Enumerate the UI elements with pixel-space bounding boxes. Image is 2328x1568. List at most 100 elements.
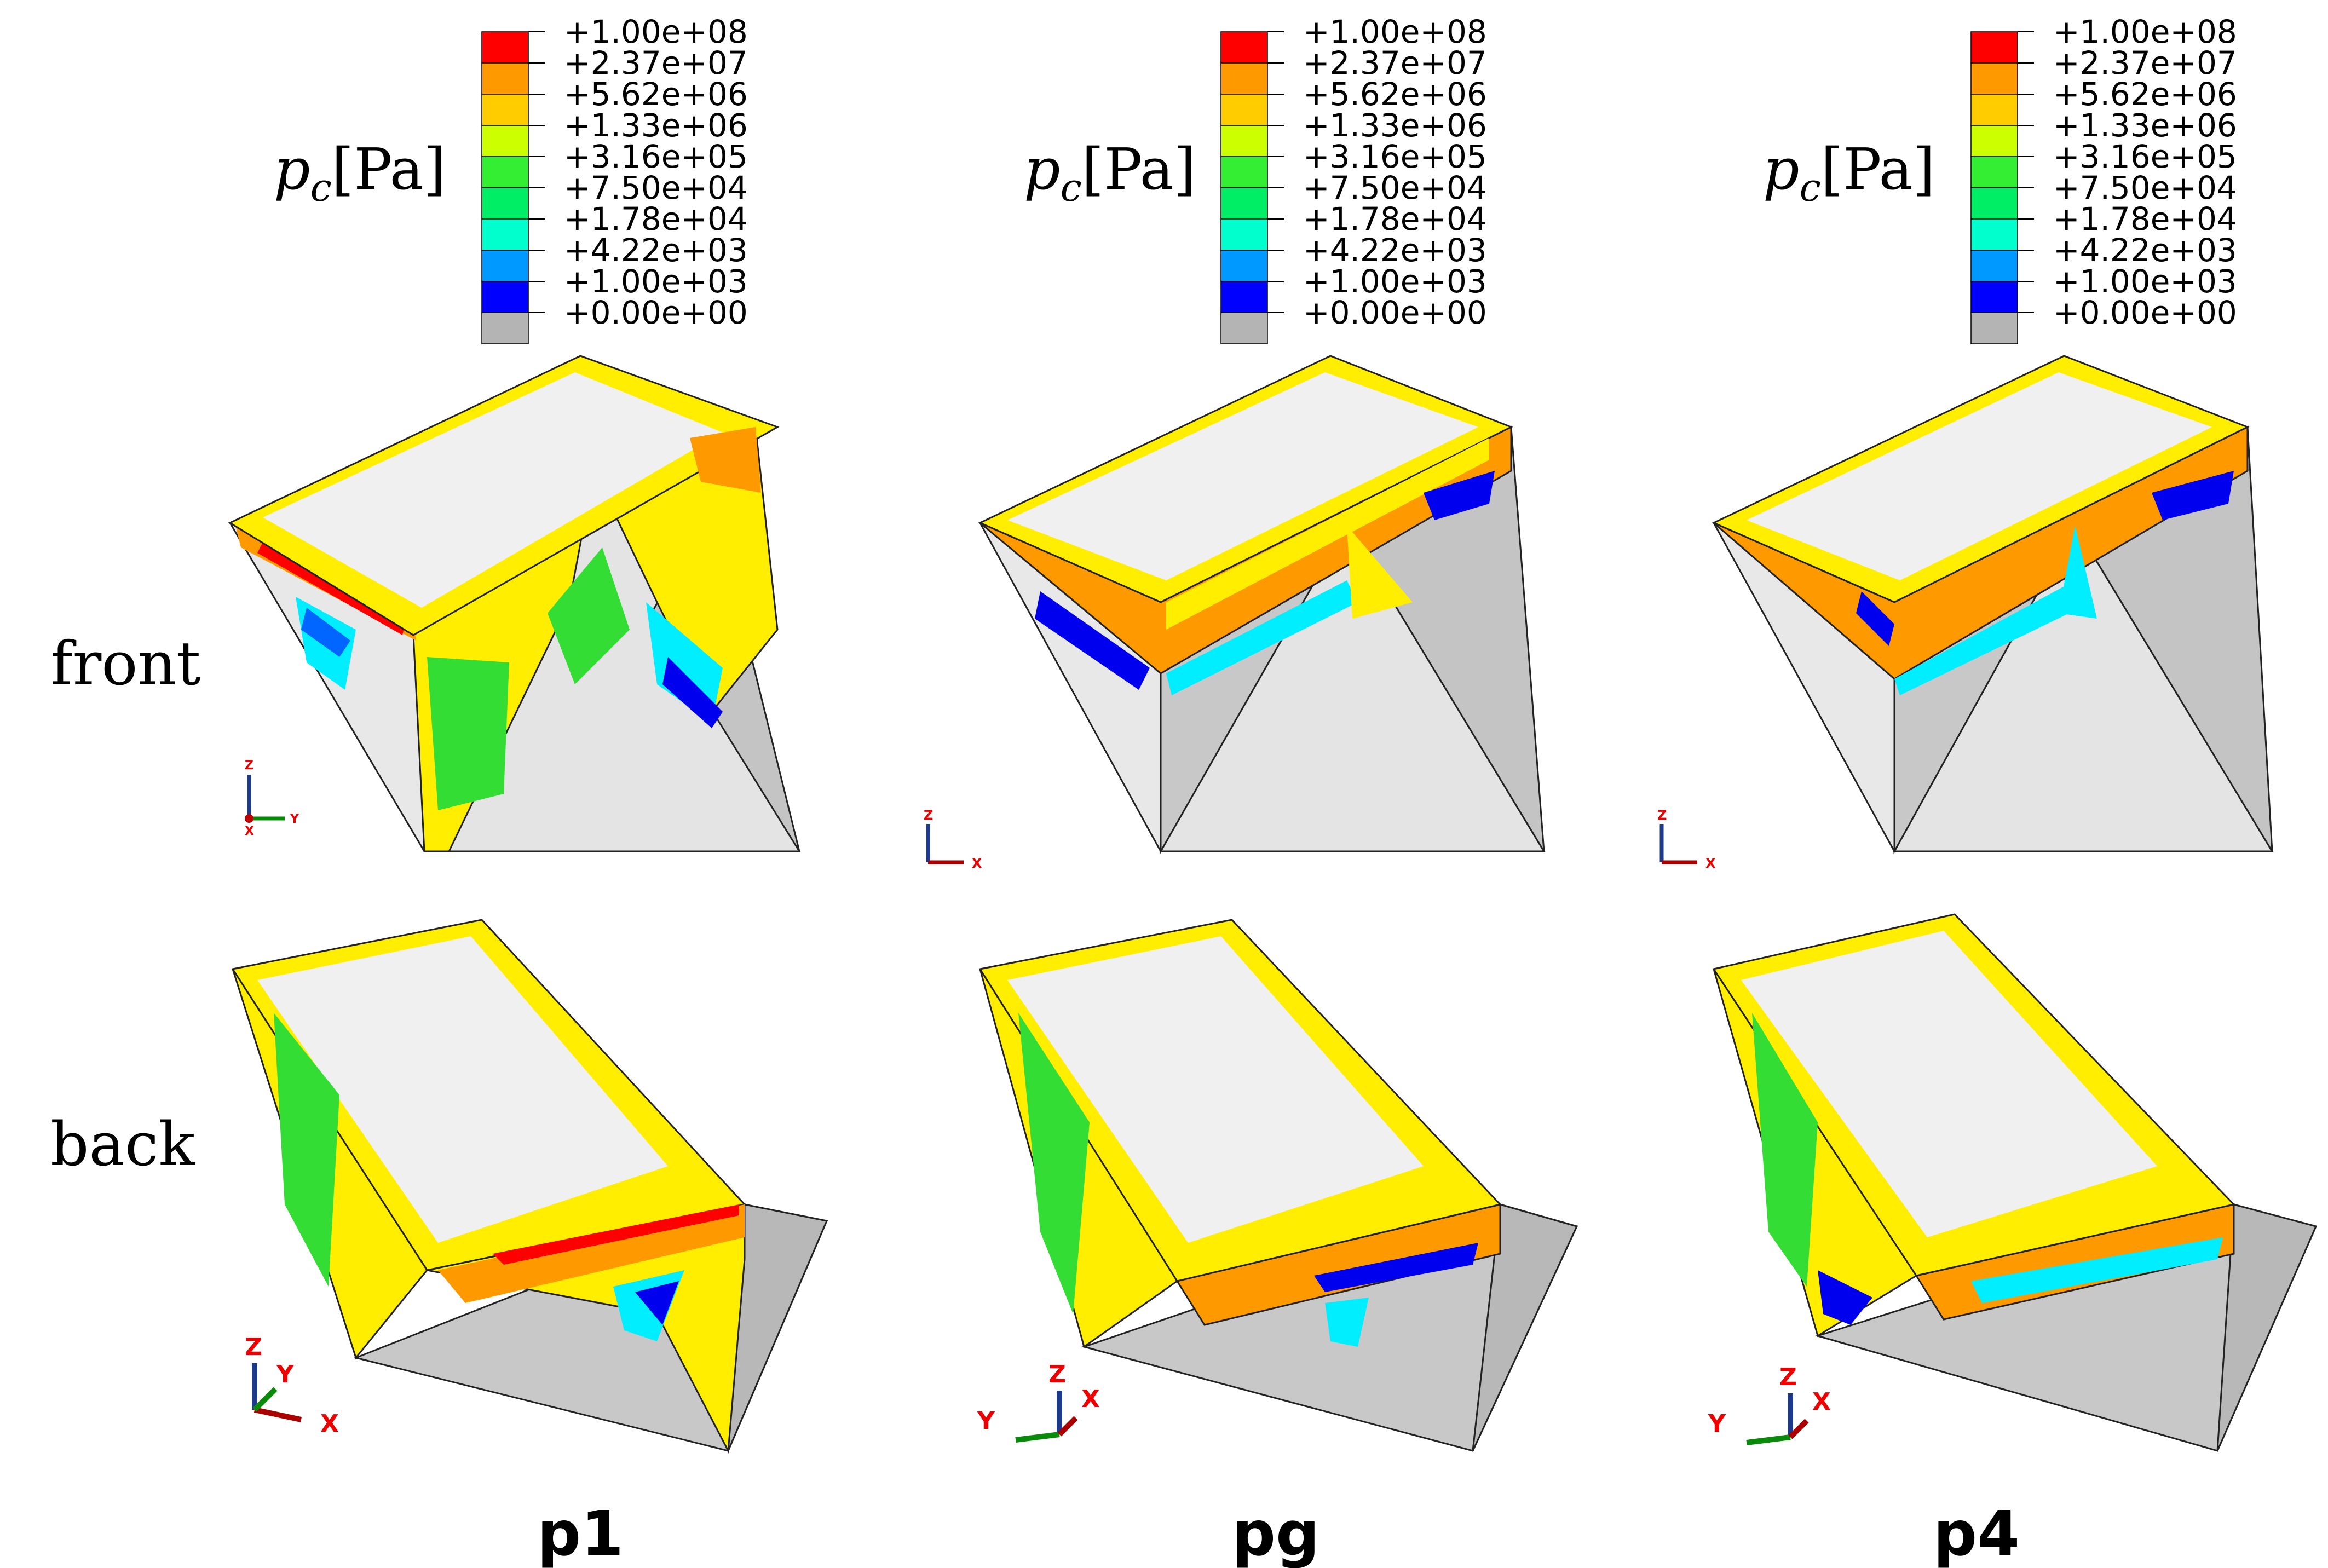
legend-tick-label: +5.62e+06: [2053, 76, 2237, 113]
legend-title: pc[Pa]: [1024, 136, 1196, 210]
legend-swatch: [481, 94, 529, 126]
legend-swatch: [1970, 187, 2018, 220]
legend-swatch: [1220, 187, 1268, 220]
mesh-front-p1: [228, 355, 801, 852]
blue-right: [1424, 471, 1495, 520]
cyan-band: [1971, 1237, 2223, 1303]
legend-tick-label: +0.00e+00: [1303, 294, 1487, 331]
mesh-back-p1: [231, 919, 828, 1454]
band-red: [257, 542, 405, 635]
row-label-back: back: [50, 1109, 196, 1179]
triad-label-y: Y: [290, 812, 299, 826]
top-grey: [257, 936, 668, 1243]
legend-swatch: [1220, 31, 1268, 64]
triad-label-z: Z: [245, 759, 253, 773]
cyan-band: [1894, 580, 2081, 695]
legend-tick-label: +0.00e+00: [2053, 294, 2237, 331]
legend-tick-label: +7.50e+04: [2053, 169, 2237, 206]
triad-label-x: X: [245, 825, 254, 838]
legend-swatch: [1970, 94, 2018, 126]
green-patch-2: [548, 547, 630, 684]
legend-swatch: [481, 62, 529, 95]
legend-tick-label: +1.78e+04: [1303, 200, 1487, 238]
face-right-grey: [1472, 1203, 1578, 1451]
triad-label-z: Z: [1048, 1361, 1066, 1388]
legend-swatch: [1970, 312, 2018, 344]
front-band: [979, 425, 1512, 675]
legend-swatch: [1970, 31, 2018, 64]
column-label-pg: pg: [1232, 1498, 1319, 1568]
legend-title: pc[Pa]: [274, 136, 446, 210]
blue-patch: [635, 1281, 679, 1325]
legend-tick-label: +1.78e+04: [564, 200, 748, 238]
triad-label-x: X: [1081, 1385, 1100, 1413]
triad-label-y: Y: [1708, 1410, 1726, 1438]
legend-tick-label: +1.33e+06: [1303, 107, 1487, 144]
triad-label-x: X: [1812, 1388, 1831, 1416]
legend-tick-label: +4.22e+03: [1303, 232, 1487, 269]
cyan-band: [1166, 580, 1358, 695]
legend-swatch: [1970, 62, 2018, 95]
legend-swatch: [1220, 281, 1268, 313]
legend-tick-label: +3.16e+05: [564, 138, 748, 175]
red-band: [493, 1204, 739, 1265]
triad-back-pg: Z X Y: [977, 1361, 1100, 1443]
legend-tick-label: +4.22e+03: [564, 232, 748, 269]
cyan-tri: [2059, 526, 2097, 619]
triad-back-p1: Z Y X: [245, 1333, 339, 1438]
yellow-band: [1166, 438, 1489, 630]
legend-swatch: [481, 218, 529, 251]
triad-label-x: X: [1705, 856, 1716, 871]
legend-swatch: [481, 31, 529, 64]
green-stripe: [1752, 1013, 1818, 1287]
legend-pg: pc[Pa] +1.00e+08+2.37e+07+5.62e+06+1.33e…: [1024, 13, 1487, 344]
face-right-grey: [2216, 1203, 2318, 1451]
green-stripe: [1018, 1013, 1090, 1314]
legend-swatch: [1220, 94, 1268, 126]
column-label-p1: p1: [537, 1498, 624, 1568]
blue-band: [1856, 591, 1894, 646]
legend-swatch: [1220, 312, 1268, 344]
triad-front-pg: Z X: [924, 808, 982, 871]
triad-label-x: X: [972, 856, 982, 871]
legend-swatch: [1220, 218, 1268, 251]
legend-tick-label: +3.16e+05: [1303, 138, 1487, 175]
yellow-tri: [1347, 526, 1413, 619]
legend-swatch: [1970, 125, 2018, 157]
legend-swatch: [481, 125, 529, 157]
legend-swatch: [1220, 156, 1268, 188]
triad-label-y: Y: [977, 1407, 995, 1435]
legend-tick-label: +3.16e+05: [2053, 138, 2237, 175]
legend-tick-label: +1.00e+08: [1303, 13, 1487, 50]
top-grey: [1741, 931, 2157, 1237]
triad-label-y: Y: [276, 1361, 295, 1388]
row-label-front: front: [50, 629, 201, 699]
legend-swatch: [481, 187, 529, 220]
triad-label-x: X: [320, 1410, 339, 1438]
legend-swatch: [1970, 250, 2018, 282]
legend-tick-label: +2.37e+07: [1303, 44, 1487, 82]
legend-swatch: [481, 156, 529, 188]
legend-tick-label: +1.00e+03: [1303, 263, 1487, 300]
top-grey: [1007, 372, 1478, 580]
legend-tick-label: +1.00e+03: [564, 263, 748, 300]
legend-swatch: [481, 281, 529, 313]
legend-swatch: [481, 250, 529, 282]
legend-swatch: [481, 312, 529, 344]
legend-tick-label: +1.00e+08: [2053, 13, 2237, 50]
cyan-patch: [1325, 1298, 1369, 1347]
blue-patch-1: [662, 657, 723, 728]
blue-right: [2152, 471, 2234, 520]
triad-label-z: Z: [245, 1333, 262, 1361]
legend-swatch: [1970, 218, 2018, 251]
legend-swatch: [1970, 281, 2018, 313]
legend-tick-label: +5.62e+06: [564, 76, 748, 113]
blue-band: [1035, 591, 1150, 690]
triad-label-z: Z: [1779, 1363, 1797, 1391]
mesh-back-pg: [978, 919, 1578, 1452]
legend-tick-label: +4.22e+03: [2053, 232, 2237, 269]
legend-tick-label: +1.00e+03: [2053, 263, 2237, 300]
legend-swatch: [1970, 156, 2018, 188]
mesh-front-pg: [978, 355, 1546, 855]
